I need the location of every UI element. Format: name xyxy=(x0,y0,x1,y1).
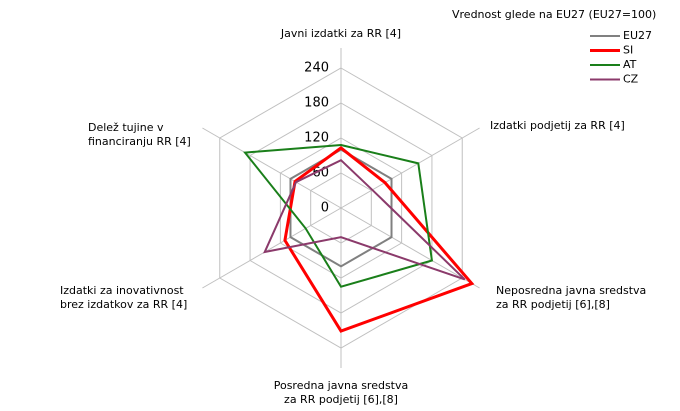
spoke xyxy=(202,127,342,209)
series-line xyxy=(283,146,475,333)
category-label: Neposredna javna sredstva za RR podjetij… xyxy=(496,284,647,311)
category-label: Posredna javna sredstva za RR podjetij [… xyxy=(273,379,409,406)
r-tick-label: 120 xyxy=(304,131,329,146)
series-line xyxy=(243,143,434,288)
legend-label: CZ xyxy=(623,73,639,86)
r-tick-label: 0 xyxy=(321,201,329,216)
category-label: Delež tujine v financiranju RR [4] xyxy=(88,121,191,148)
spoke xyxy=(340,207,480,289)
grid-ring xyxy=(279,137,403,279)
legend-label: AT xyxy=(623,58,637,71)
grid-ring xyxy=(249,102,433,314)
r-tick-label: 60 xyxy=(312,166,329,181)
grid-ring xyxy=(310,172,372,244)
category-label: Javni izdatki za RR [4] xyxy=(280,27,402,40)
spoke xyxy=(202,207,342,289)
r-tick-label: 180 xyxy=(304,96,329,111)
r-tick-label: 240 xyxy=(304,61,329,76)
spoke xyxy=(340,127,480,209)
legend-title: Vrednost glede na EU27 (EU27=100) xyxy=(452,8,656,21)
category-label: Izdatki za inovativnost brez izdatkov za… xyxy=(60,284,188,311)
legend-label: SI xyxy=(623,44,633,57)
series-line xyxy=(263,158,466,281)
category-label: Izdatki podjetij za RR [4] xyxy=(490,119,625,132)
grid-ring xyxy=(219,67,463,349)
legend-label: EU27 xyxy=(623,29,652,42)
series-line xyxy=(289,148,393,268)
